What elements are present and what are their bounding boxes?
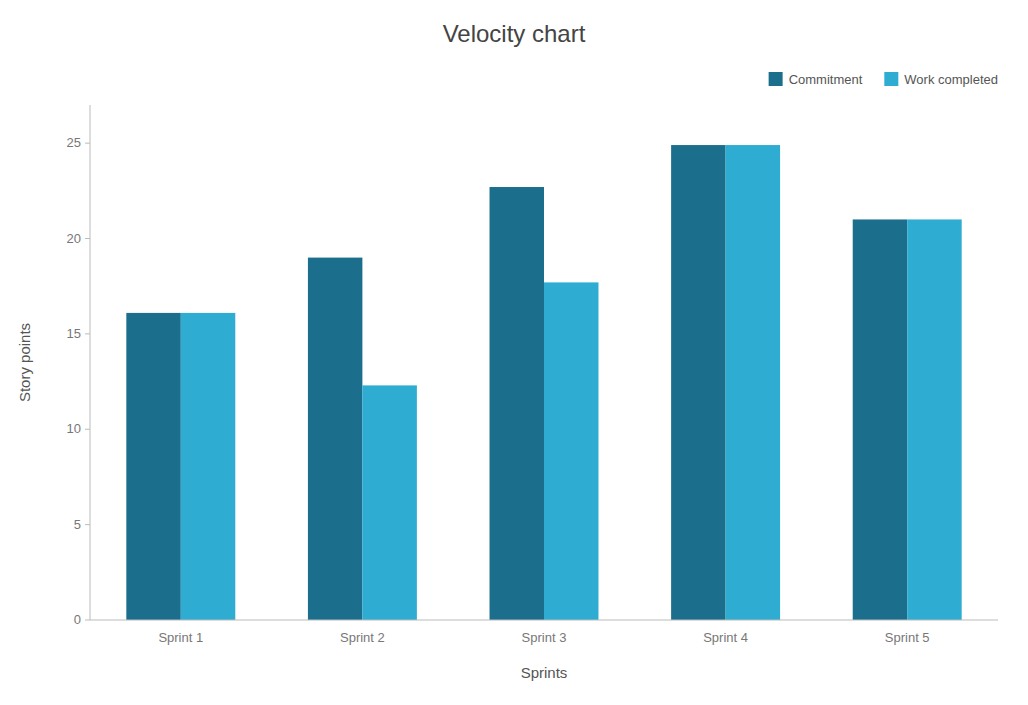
series	[181, 145, 962, 620]
y-axis-line	[90, 105, 91, 620]
y-tick	[85, 620, 90, 621]
y-tick	[85, 333, 90, 334]
x-tick-label: Sprint 5	[885, 630, 930, 645]
y-tick-label: 5	[74, 517, 81, 532]
x-axis: Sprint 1 Sprint 2 Sprint 3 Sprint 4 Sprint 5	[90, 620, 998, 645]
y-axis-label: Story points	[16, 323, 33, 402]
y-tick-label: 0	[74, 612, 81, 627]
legend-swatch	[884, 72, 898, 86]
bar	[671, 145, 725, 620]
y-tick	[85, 143, 90, 144]
bar	[726, 145, 780, 620]
bar	[490, 187, 544, 620]
bar	[853, 219, 907, 620]
y-tick	[85, 429, 90, 430]
legend-item: Work completed	[884, 72, 998, 87]
bar	[907, 219, 961, 620]
legend-item: Commitment	[769, 72, 863, 87]
y-tick-label: 10	[67, 421, 81, 436]
y-tick-label: 20	[67, 231, 81, 246]
bar	[308, 258, 362, 620]
x-tick-label: Sprint 3	[522, 630, 567, 645]
legend-label: Commitment	[789, 72, 863, 87]
x-tick-label: Sprint 2	[340, 630, 385, 645]
x-tick-label: Sprint 4	[703, 630, 748, 645]
chart-container: Velocity chart 0 5 10 15 20 25 Sprint 1 Sprint 2…	[0, 0, 1028, 705]
chart: Velocity chart 0 5 10 15 20 25 Sprint 1 Sprint 2…	[0, 0, 1028, 705]
series	[126, 145, 907, 620]
bars	[126, 145, 961, 620]
title: Velocity chart	[443, 20, 586, 47]
legend-label: Work completed	[904, 72, 998, 87]
y-tick-label: 25	[67, 135, 81, 150]
y-tick-label: 15	[67, 326, 81, 341]
y-tick	[85, 238, 90, 239]
bar	[126, 313, 180, 620]
bar	[544, 282, 598, 620]
x-axis-label: Sprints	[521, 664, 568, 681]
x-axis-line	[90, 620, 998, 621]
x-tick-label: Sprint 1	[158, 630, 203, 645]
legend-swatch	[769, 72, 783, 86]
bar	[181, 313, 235, 620]
legend: Commitment Work completed	[769, 72, 998, 87]
y-tick	[85, 524, 90, 525]
y-axis: 0 5 10 15 20 25	[67, 105, 90, 627]
bar	[362, 385, 416, 620]
